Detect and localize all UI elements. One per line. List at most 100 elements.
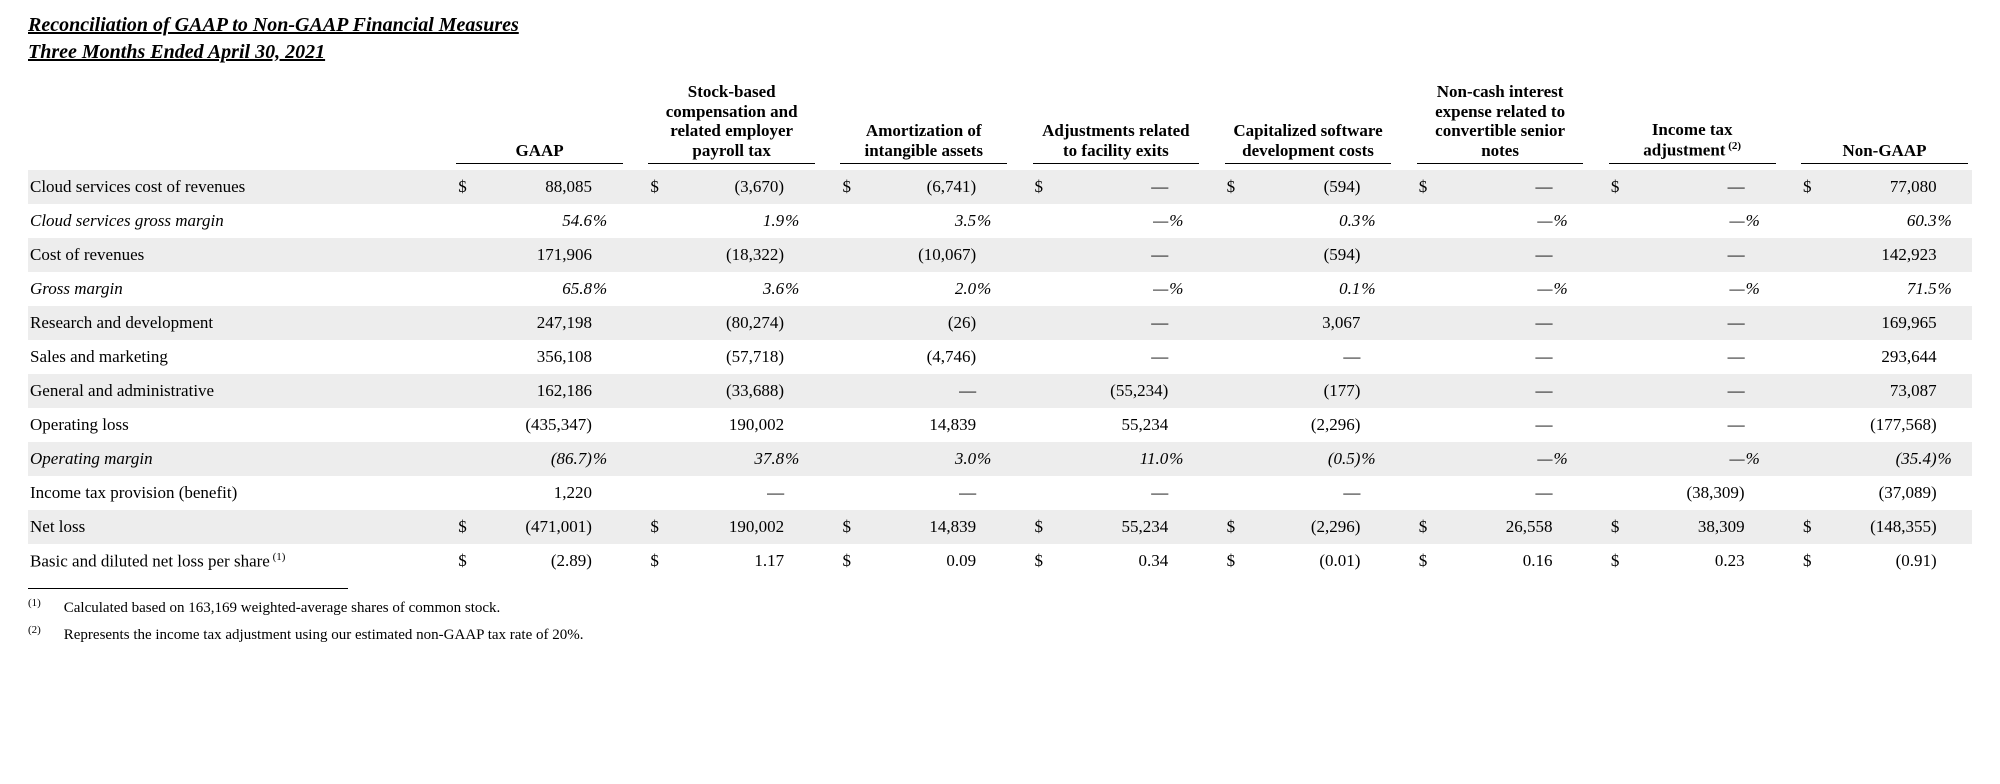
currency-symbol [644,408,671,442]
currency-symbol [1605,340,1632,374]
currency-symbol: $ [452,170,479,204]
cell-value: — [1440,442,1552,476]
cell-value: (594) [1248,170,1360,204]
currency-symbol [1221,408,1248,442]
cell-value: 88,085 [480,170,592,204]
cell-suffix [1937,238,1972,272]
currency-symbol [452,476,479,510]
table-row: Operating loss(435,347)190,00214,83955,2… [28,408,1972,442]
cell-value: (2,296) [1248,408,1360,442]
cell-value: (80,274) [672,306,784,340]
cell-suffix [976,544,1011,578]
cell-value: 0.1 [1248,272,1360,306]
cell-suffix [1552,476,1587,510]
cell-value: (26) [864,306,976,340]
cell-value: 26,558 [1440,510,1552,544]
cell-value: — [1056,340,1168,374]
cell-value: — [1056,204,1168,238]
cell-value: (0.91) [1824,544,1936,578]
cell-suffix [1168,544,1203,578]
currency-symbol [1797,476,1824,510]
currency-symbol [1221,442,1248,476]
cell-suffix: % [1937,204,1972,238]
currency-symbol [1797,306,1824,340]
currency-symbol [1413,374,1440,408]
cell-value: — [1248,476,1360,510]
cell-suffix [976,170,1011,204]
cell-suffix: % [1552,442,1587,476]
currency-symbol [836,476,863,510]
cell-suffix [1360,306,1395,340]
currency-symbol [644,374,671,408]
currency-symbol [1605,374,1632,408]
currency-symbol: $ [1221,170,1248,204]
title-line-2: Three Months Ended April 30, 2021 [28,39,1972,66]
cell-value: — [1632,340,1744,374]
cell-value: 3.0 [864,442,976,476]
currency-symbol [644,442,671,476]
cell-suffix: % [1937,442,1972,476]
cell-suffix [1168,510,1203,544]
cell-value: 2.0 [864,272,976,306]
currency-symbol [452,340,479,374]
row-label: Operating loss [28,408,452,442]
cell-suffix [1360,510,1395,544]
column-header-capdev: Capitalized software development costs [1221,80,1396,170]
cell-suffix [1552,374,1587,408]
currency-symbol [1029,374,1056,408]
currency-symbol: $ [1413,544,1440,578]
currency-symbol [644,238,671,272]
cell-suffix [1552,544,1587,578]
cell-value: 38,309 [1632,510,1744,544]
cell-value: — [1632,442,1744,476]
currency-symbol [1605,476,1632,510]
cell-suffix: % [784,442,819,476]
cell-value: (148,355) [1824,510,1936,544]
cell-suffix [1937,374,1972,408]
cell-value: 54.6 [480,204,592,238]
cell-value: (57,718) [672,340,784,374]
cell-value: 37.8 [672,442,784,476]
cell-suffix [1360,374,1395,408]
table-row: Cloud services gross margin54.6%1.9%3.5%… [28,204,1972,238]
table-row: General and administrative162,186(33,688… [28,374,1972,408]
cell-value: 60.3 [1824,204,1936,238]
cell-suffix: % [1745,204,1780,238]
cell-suffix [1937,408,1972,442]
currency-symbol: $ [452,510,479,544]
currency-symbol [836,238,863,272]
currency-symbol: $ [1797,544,1824,578]
currency-symbol: $ [1029,170,1056,204]
cell-suffix [976,408,1011,442]
cell-value: (471,001) [480,510,592,544]
currency-symbol [1605,238,1632,272]
cell-suffix [1168,408,1203,442]
cell-suffix [1745,306,1780,340]
cell-suffix [1360,476,1395,510]
cell-suffix [1745,476,1780,510]
cell-suffix [1937,340,1972,374]
cell-value: — [1632,170,1744,204]
cell-suffix: % [1937,272,1972,306]
cell-suffix [592,476,627,510]
column-header-nongaap: Non-GAAP [1797,80,1972,170]
currency-symbol: $ [644,544,671,578]
currency-symbol [1221,204,1248,238]
cell-value: 1,220 [480,476,592,510]
currency-symbol [1413,238,1440,272]
currency-symbol [452,272,479,306]
currency-symbol [1413,476,1440,510]
cell-value: — [1056,170,1168,204]
cell-suffix [1745,340,1780,374]
footnotes-divider [28,588,348,593]
cell-suffix [1360,408,1395,442]
column-header-sbc: Stock-based compensation and related emp… [644,80,819,170]
cell-value: — [1440,170,1552,204]
cell-value: — [1056,476,1168,510]
cell-value: 14,839 [864,510,976,544]
cell-suffix [784,374,819,408]
row-label: Net loss [28,510,452,544]
cell-value: 356,108 [480,340,592,374]
column-header-noncash: Non-cash interest expense related to con… [1413,80,1588,170]
currency-symbol [1797,204,1824,238]
